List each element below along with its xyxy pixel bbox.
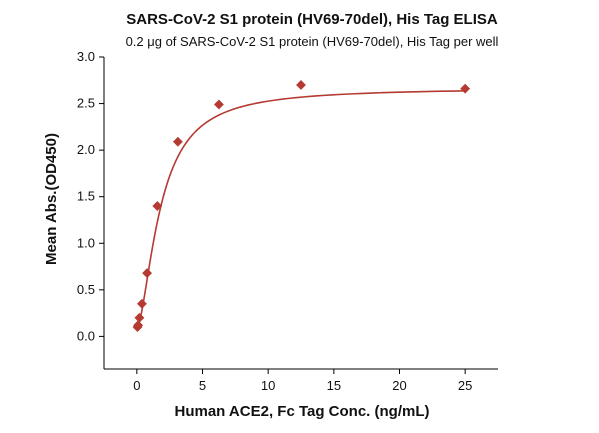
y-tick-label-2: 1.0 bbox=[77, 235, 95, 250]
data-point-9 bbox=[460, 83, 471, 94]
axes: 0.0 0.5 1.0 1.5 2.0 2.5 3.0 0 5 10 15 20 25 bbox=[77, 49, 498, 393]
y-tick-label-1: 0.5 bbox=[77, 282, 95, 297]
data-points bbox=[132, 80, 471, 333]
y-axis-label: Mean Abs.(OD450) bbox=[43, 133, 60, 265]
x-tick-label-3: 15 bbox=[327, 378, 341, 393]
chart-subtitle: 0.2 μg of SARS-CoV-2 S1 protein (HV69-70… bbox=[126, 34, 499, 49]
x-tick-label-1: 5 bbox=[199, 378, 206, 393]
data-point-6 bbox=[172, 136, 183, 147]
data-point-5 bbox=[152, 201, 163, 211]
x-tick-label-5: 25 bbox=[458, 378, 472, 393]
data-point-7 bbox=[213, 99, 224, 110]
data-point-4 bbox=[142, 268, 153, 278]
chart-title: SARS-CoV-2 S1 protein (HV69-70del), His … bbox=[126, 11, 498, 28]
x-axis-label: Human ACE2, Fc Tag Conc. (ng/mL) bbox=[174, 403, 429, 420]
data-point-3 bbox=[137, 298, 147, 309]
y-tick-label-5: 2.5 bbox=[77, 96, 95, 111]
y-tick-label-6: 3.0 bbox=[77, 49, 95, 64]
plot-area: 0.0 0.5 1.0 1.5 2.0 2.5 3.0 0 5 10 15 20 25 bbox=[77, 49, 498, 393]
y-tick-label-3: 1.5 bbox=[77, 189, 95, 204]
x-tick-label-2: 10 bbox=[261, 378, 275, 393]
data-point-8 bbox=[296, 80, 306, 90]
y-tick-label-0: 0.0 bbox=[77, 328, 95, 343]
data-point-2 bbox=[134, 312, 145, 323]
x-tick-label-4: 20 bbox=[392, 378, 406, 393]
y-tick-label-4: 2.0 bbox=[77, 142, 95, 157]
x-tick-label-0: 0 bbox=[133, 378, 140, 393]
fit-curve bbox=[136, 90, 466, 329]
data-point-1 bbox=[133, 320, 144, 331]
